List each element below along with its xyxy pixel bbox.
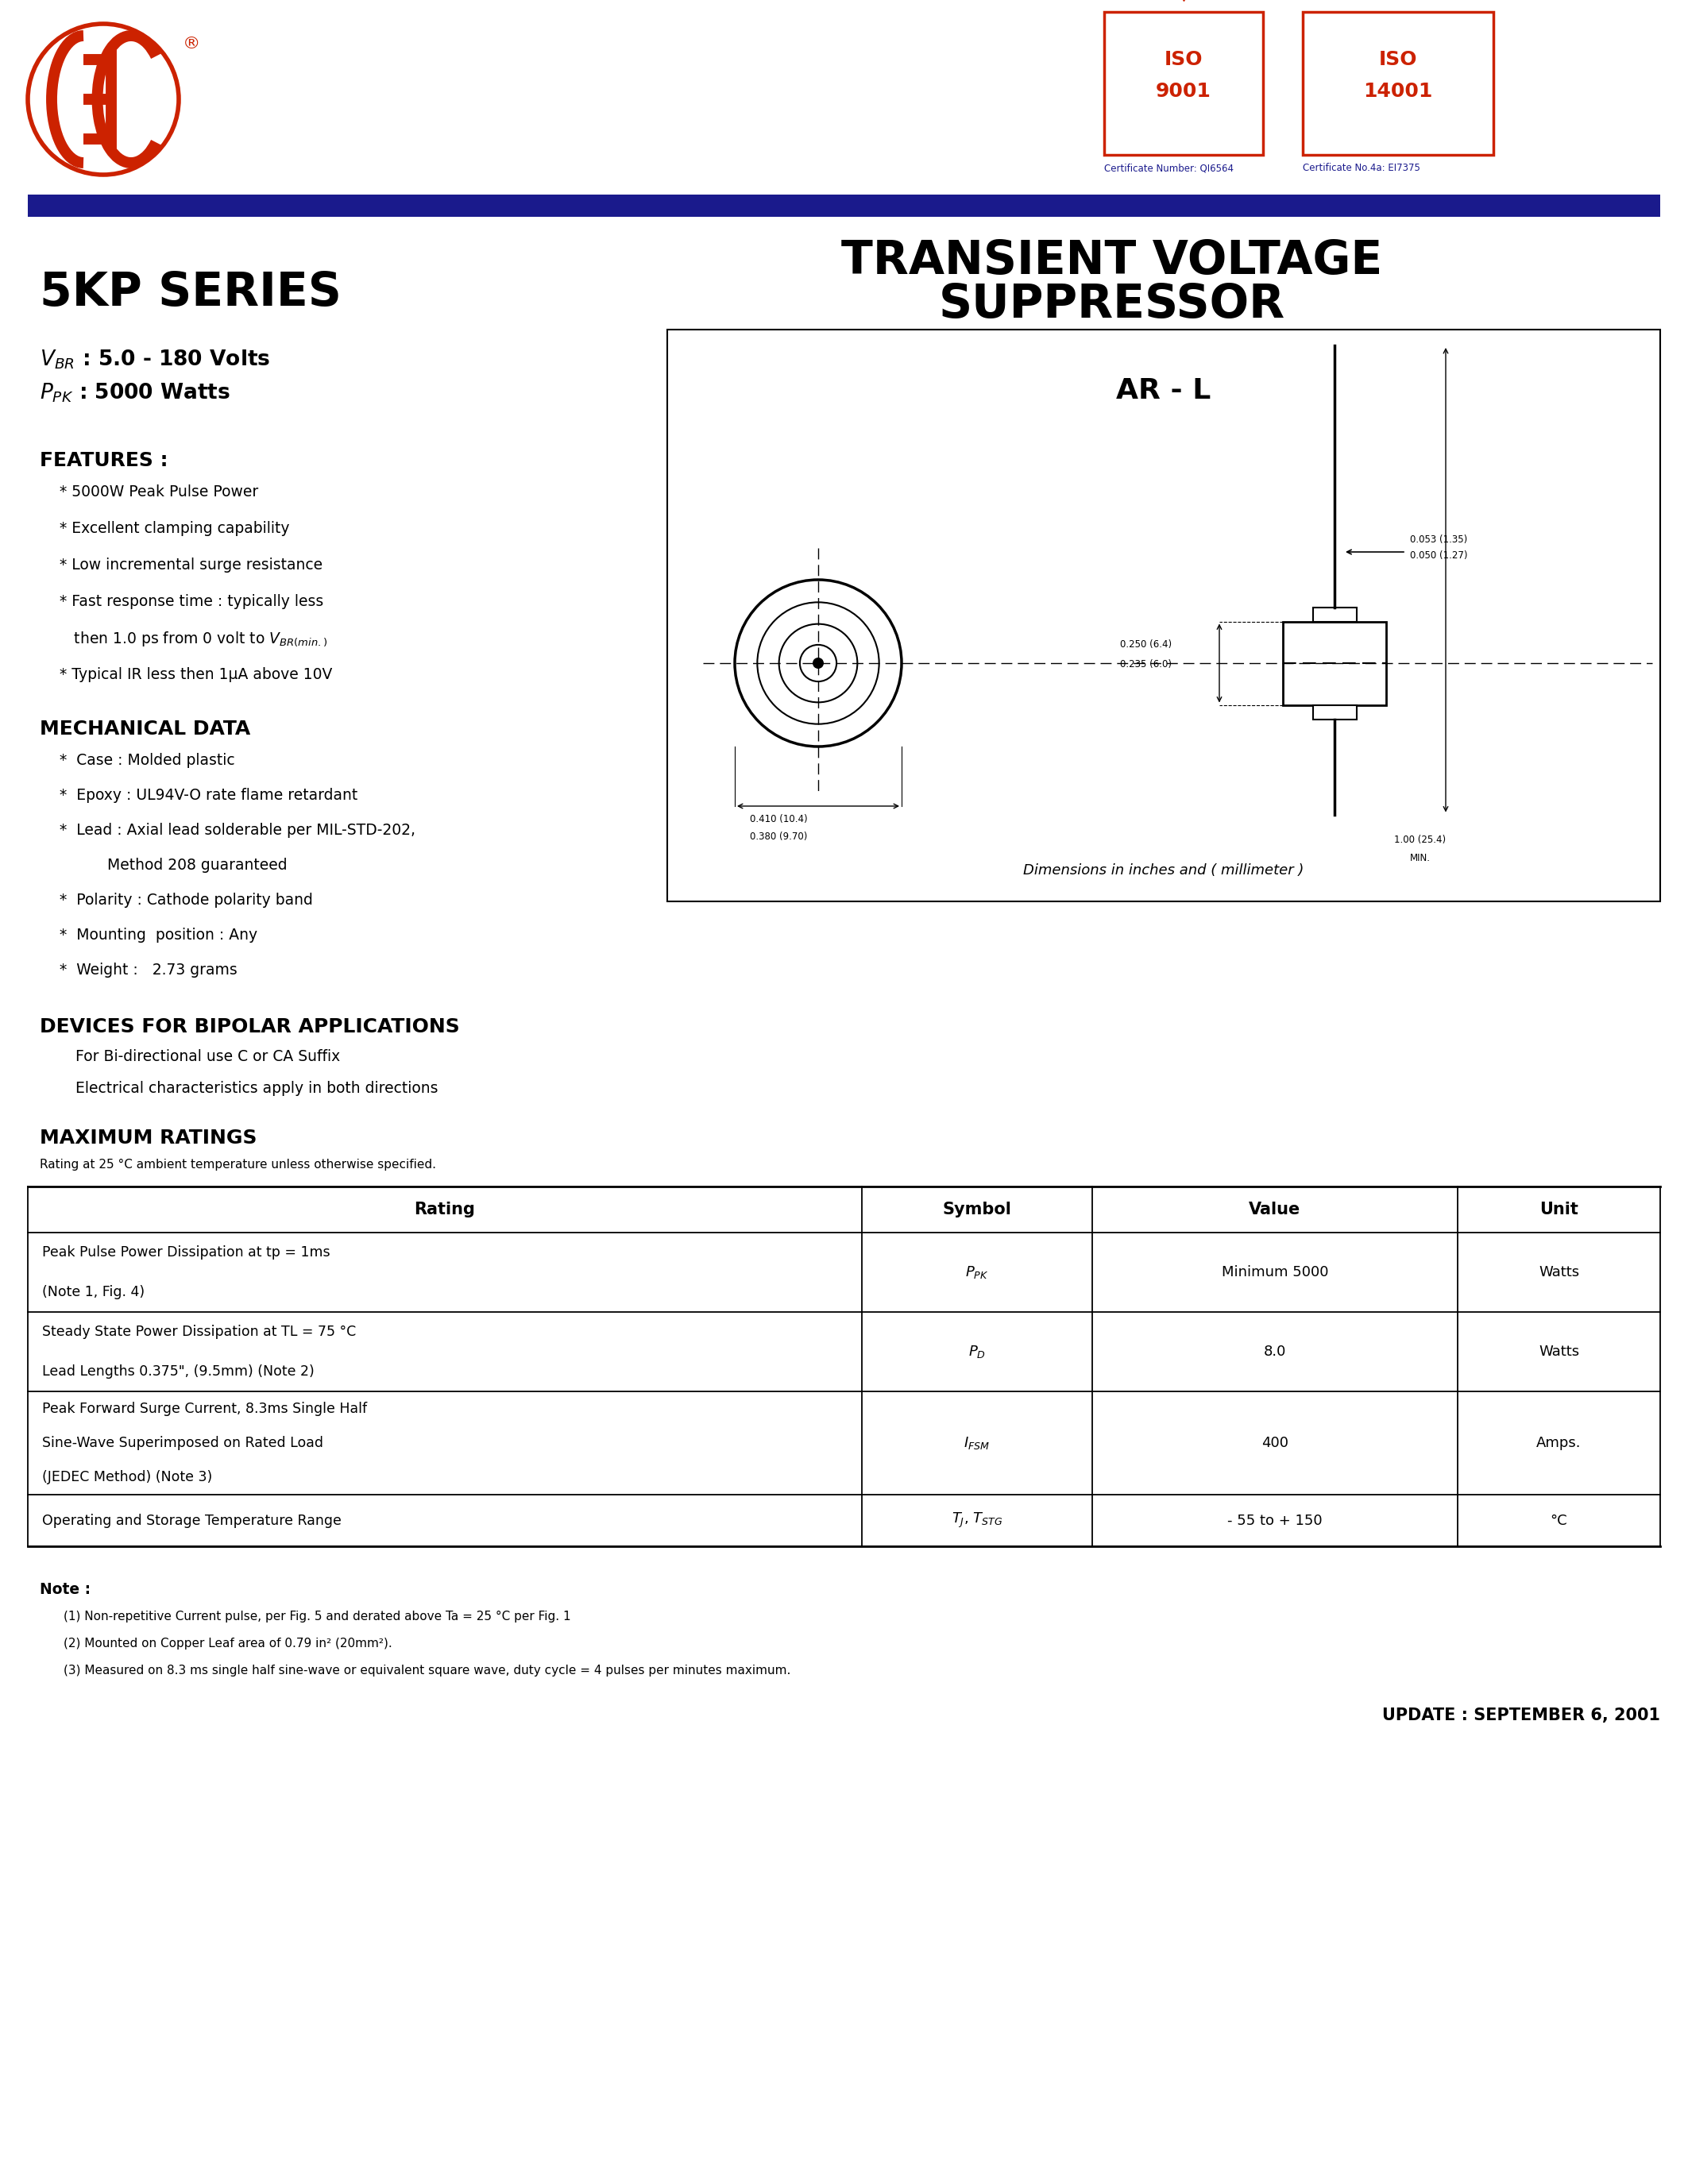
Text: MIN.: MIN. (1409, 852, 1431, 863)
Text: then 1.0 ps from 0 volt to $V_{BR(min.)}$: then 1.0 ps from 0 volt to $V_{BR(min.)}… (59, 631, 327, 649)
Text: *  Lead : Axial lead solderable per MIL-STD-202,: * Lead : Axial lead solderable per MIL-S… (59, 823, 415, 839)
Text: SUPPRESSOR: SUPPRESSOR (939, 282, 1285, 328)
Text: 5KP SERIES: 5KP SERIES (41, 271, 341, 314)
Text: MAXIMUM RATINGS: MAXIMUM RATINGS (41, 1129, 257, 1147)
Text: Rating at 25 °C ambient temperature unless otherwise specified.: Rating at 25 °C ambient temperature unle… (41, 1160, 436, 1171)
Text: 0.053 (1.35): 0.053 (1.35) (1409, 535, 1467, 544)
Text: Amps.: Amps. (1536, 1435, 1582, 1450)
Text: (Note 1, Fig. 4): (Note 1, Fig. 4) (42, 1284, 145, 1299)
Text: Certificate No.4a: EI7375: Certificate No.4a: EI7375 (1303, 164, 1420, 173)
Text: *  Weight :   2.73 grams: * Weight : 2.73 grams (59, 963, 238, 978)
Text: $P_{D}$: $P_{D}$ (969, 1343, 986, 1361)
Text: Operating and Storage Temperature Range: Operating and Storage Temperature Range (42, 1514, 341, 1527)
Text: * Excellent clamping capability: * Excellent clamping capability (59, 522, 290, 535)
Text: * Fast response time : typically less: * Fast response time : typically less (59, 594, 324, 609)
Bar (667, 330, 1661, 902)
Text: For Bi-directional use C or CA Suffix: For Bi-directional use C or CA Suffix (76, 1048, 341, 1064)
Text: °C: °C (1550, 1514, 1568, 1527)
Text: * Typical IR less then 1μA above 10V: * Typical IR less then 1μA above 10V (59, 666, 333, 681)
Text: 9001: 9001 (1156, 81, 1212, 100)
Text: 0.380 (9.70): 0.380 (9.70) (749, 832, 807, 841)
Text: Rating: Rating (414, 1201, 476, 1216)
Text: $P_{PK}$: $P_{PK}$ (966, 1265, 989, 1280)
Text: (2) Mounted on Copper Leaf area of 0.79 in² (20mm²).: (2) Mounted on Copper Leaf area of 0.79 … (64, 1638, 392, 1649)
Text: * 5000W Peak Pulse Power: * 5000W Peak Pulse Power (59, 485, 258, 500)
Text: MECHANICAL DATA: MECHANICAL DATA (41, 719, 250, 738)
Text: ISO: ISO (1165, 50, 1204, 70)
Text: Peak Forward Surge Current, 8.3ms Single Half: Peak Forward Surge Current, 8.3ms Single… (42, 1402, 366, 1415)
Text: 0.410 (10.4): 0.410 (10.4) (749, 815, 807, 823)
Text: Steady State Power Dissipation at TL = 75 °C: Steady State Power Dissipation at TL = 7… (42, 1326, 356, 1339)
Text: (1) Non-repetitive Current pulse, per Fig. 5 and derated above Ta = 25 °C per Fi: (1) Non-repetitive Current pulse, per Fi… (64, 1610, 571, 1623)
Text: 0.250 (6.4): 0.250 (6.4) (1121, 640, 1171, 649)
Text: Minimum 5000: Minimum 5000 (1222, 1265, 1328, 1280)
Bar (1303, 11, 1494, 155)
Text: 8.0: 8.0 (1264, 1345, 1286, 1358)
Text: (JEDEC Method) (Note 3): (JEDEC Method) (Note 3) (42, 1470, 213, 1485)
Bar (1313, 705, 1357, 719)
Text: Sine-Wave Superimposed on Rated Load: Sine-Wave Superimposed on Rated Load (42, 1435, 324, 1450)
Text: Certificate Number: QI6564: Certificate Number: QI6564 (1104, 164, 1234, 173)
Text: Symbol: Symbol (942, 1201, 1011, 1216)
Text: (3) Measured on 8.3 ms single half sine-wave or equivalent square wave, duty cyc: (3) Measured on 8.3 ms single half sine-… (64, 1664, 790, 1677)
Text: 1.00 (25.4): 1.00 (25.4) (1394, 834, 1447, 845)
Text: AR - L: AR - L (1116, 378, 1210, 404)
Text: UPDATE : SEPTEMBER 6, 2001: UPDATE : SEPTEMBER 6, 2001 (1382, 1708, 1661, 1723)
Text: *  Epoxy : UL94V-O rate flame retardant: * Epoxy : UL94V-O rate flame retardant (59, 788, 358, 804)
Text: $P_{PK}$ : 5000 Watts: $P_{PK}$ : 5000 Watts (41, 382, 230, 404)
Text: $I_{FSM}$: $I_{FSM}$ (964, 1435, 991, 1450)
Text: Unit: Unit (1539, 1201, 1578, 1216)
Text: Note :: Note : (41, 1581, 91, 1597)
Text: Peak Pulse Power Dissipation at tp = 1ms: Peak Pulse Power Dissipation at tp = 1ms (42, 1245, 331, 1260)
Bar (1313, 607, 1357, 622)
Text: Lead Lengths 0.375", (9.5mm) (Note 2): Lead Lengths 0.375", (9.5mm) (Note 2) (42, 1365, 314, 1378)
Text: Electrical characteristics apply in both directions: Electrical characteristics apply in both… (76, 1081, 439, 1096)
Text: Dimensions in inches and ( millimeter ): Dimensions in inches and ( millimeter ) (1023, 863, 1305, 878)
Text: $T_{J}$, $T_{STG}$: $T_{J}$, $T_{STG}$ (952, 1511, 1003, 1529)
Text: * Low incremental surge resistance: * Low incremental surge resistance (59, 557, 322, 572)
Text: ®: ® (182, 35, 201, 52)
Text: 0.050 (1.27): 0.050 (1.27) (1409, 550, 1467, 561)
Bar (27, 194, 1661, 216)
Text: $V_{BR}$ : 5.0 - 180 Volts: $V_{BR}$ : 5.0 - 180 Volts (41, 347, 270, 371)
Text: ISO: ISO (1379, 50, 1418, 70)
Bar (1283, 622, 1386, 705)
Circle shape (812, 657, 824, 668)
Text: *  Polarity : Cathode polarity band: * Polarity : Cathode polarity band (59, 893, 312, 909)
Text: - 55 to + 150: - 55 to + 150 (1227, 1514, 1322, 1527)
Text: 0.235 (6.0): 0.235 (6.0) (1121, 660, 1171, 670)
Text: Watts: Watts (1539, 1265, 1580, 1280)
Text: TRANSIENT VOLTAGE: TRANSIENT VOLTAGE (842, 238, 1382, 284)
Text: DEVICES FOR BIPOLAR APPLICATIONS: DEVICES FOR BIPOLAR APPLICATIONS (41, 1018, 459, 1037)
Text: *  Mounting  position : Any: * Mounting position : Any (59, 928, 258, 943)
Text: 400: 400 (1261, 1435, 1288, 1450)
Text: Value: Value (1249, 1201, 1301, 1216)
Text: *  Case : Molded plastic: * Case : Molded plastic (59, 753, 235, 769)
Text: 14001: 14001 (1364, 81, 1433, 100)
Text: FEATURES :: FEATURES : (41, 452, 169, 470)
Text: Method 208 guaranteed: Method 208 guaranteed (59, 858, 287, 874)
Bar (1104, 11, 1263, 155)
Text: Watts: Watts (1539, 1345, 1580, 1358)
